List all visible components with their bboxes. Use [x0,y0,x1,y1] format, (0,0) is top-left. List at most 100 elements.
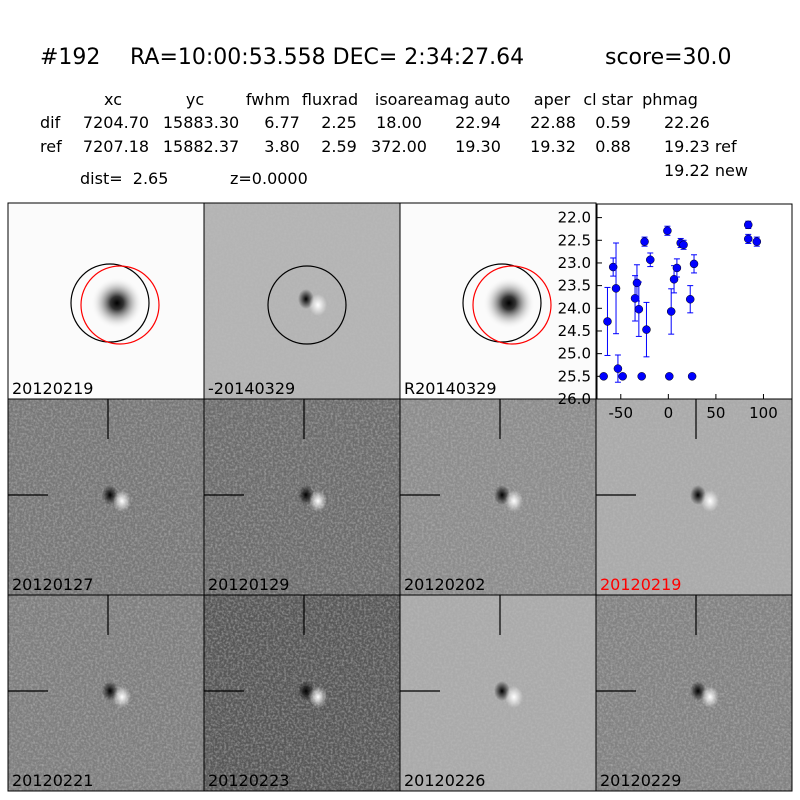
data-point [613,364,623,373]
data-point [634,304,644,314]
stamp-label: 20120226 [404,771,485,790]
coordinates: RA=10:00:53.558 DEC= 2:34:27.64 [130,45,524,70]
table-cell: 0.88 [595,137,631,156]
dipole-positive [505,490,523,512]
dipole-positive [309,294,327,316]
x-tick-label: 0 [664,404,674,422]
table-cell: 19.30 [455,137,501,156]
table-cell: 18.00 [376,113,422,132]
y-tick-label: 24.5 [558,322,591,340]
stamp-label: 20120219 [12,379,93,398]
data-point [743,220,753,230]
aperture-circle [462,263,542,343]
column-header: xc [104,90,122,109]
column-header: aper [534,90,571,109]
table-cell: 15882.37 [163,137,239,156]
object-id: #192 [40,45,100,70]
dipole-positive [113,686,131,708]
table-cell: 3.80 [264,137,300,156]
data-point [743,234,753,244]
dipole-positive [113,490,131,512]
stamp-grid: 20120219 -20140329 R20140329 20120127 201201… [7,202,793,792]
column-header: yc [186,90,204,109]
data-point [640,237,649,246]
data-point [689,259,699,269]
data-point [672,263,682,273]
stamp-frame [595,594,793,792]
table-cell: 2.25 [321,113,357,132]
stamp-label: R20140329 [404,379,497,398]
data-point [666,307,676,316]
aperture-circle [80,265,160,345]
table-cell: 19.23 ref [664,137,737,156]
table-cell: 15883.30 [163,113,239,132]
data-point [752,237,762,246]
data-point [679,240,688,250]
data-point [665,372,674,381]
redshift: z=0.0000 [230,169,308,188]
stamp-label: -20140329 [208,379,295,398]
data-point [642,325,651,334]
aperture-circle [267,265,347,345]
table-cell: 22.88 [530,113,576,132]
column-header: phmag [642,90,698,109]
y-tick-label: 22.5 [558,231,591,249]
data-point [618,372,627,381]
y-tick-label: 25.0 [558,345,591,363]
row-label: dif [40,113,61,132]
data-point [646,255,655,265]
source-blob [483,277,535,329]
column-header: mag auto [434,90,511,109]
column-header: cl star [583,90,633,109]
data-point [603,317,612,326]
y-tick-label: 22.0 [558,209,591,227]
data-point [685,294,695,304]
data-point [632,278,642,288]
column-header: fwhm [246,90,290,109]
data-point [599,372,608,381]
dipole-positive [701,686,719,708]
plot-area [596,203,793,400]
table-cell: 372.00 [371,137,427,156]
source-blob [91,277,143,329]
dipole-positive [505,686,523,708]
column-header: fluxrad [302,90,358,109]
data-point [608,262,618,272]
table-cell: 22.94 [455,113,501,132]
dipole-positive [309,490,327,512]
stamp-label: 20120127 [12,575,93,594]
stamp-label: 20120129 [208,575,289,594]
x-tick-label: 100 [749,404,778,422]
row-label: ref [40,137,62,156]
table-cell: 6.77 [264,113,300,132]
table-cell: 7207.18 [83,137,149,156]
column-header: isoarea [375,90,433,109]
phmag-new: 19.22 new [664,161,748,180]
x-tick-label: -50 [609,404,634,422]
y-tick-label: 25.5 [558,367,591,385]
data-point [611,284,621,293]
table-cell: 19.32 [530,137,576,156]
stamp-label: 20120229 [600,771,681,790]
data-point [663,226,672,236]
dipole-positive [701,490,719,512]
table-cell: 7204.70 [83,113,149,132]
aperture-circle [70,263,150,343]
data-point [637,372,646,381]
distance: dist= 2.65 [80,169,168,188]
light-curve: 22.0 22.5 23.0 23.5 24.0 24.5 25.0 25.5 26.0 -50 0… [558,203,793,422]
data-point [687,372,697,381]
stamp-label: 20120202 [404,575,485,594]
y-tick-label: 23.5 [558,277,591,295]
x-tick-label: 50 [706,404,725,422]
y-tick-label: 26.0 [558,390,591,408]
y-tick-label: 24.0 [558,299,591,317]
aperture-circle [472,265,552,345]
table-cell: 22.26 [664,113,710,132]
stamp-label: 20120219 [600,575,681,594]
stamp-label: 20120223 [208,771,289,790]
dipole-positive [309,686,327,708]
y-tick-label: 23.0 [558,254,591,272]
table-cell: 0.59 [595,113,631,132]
